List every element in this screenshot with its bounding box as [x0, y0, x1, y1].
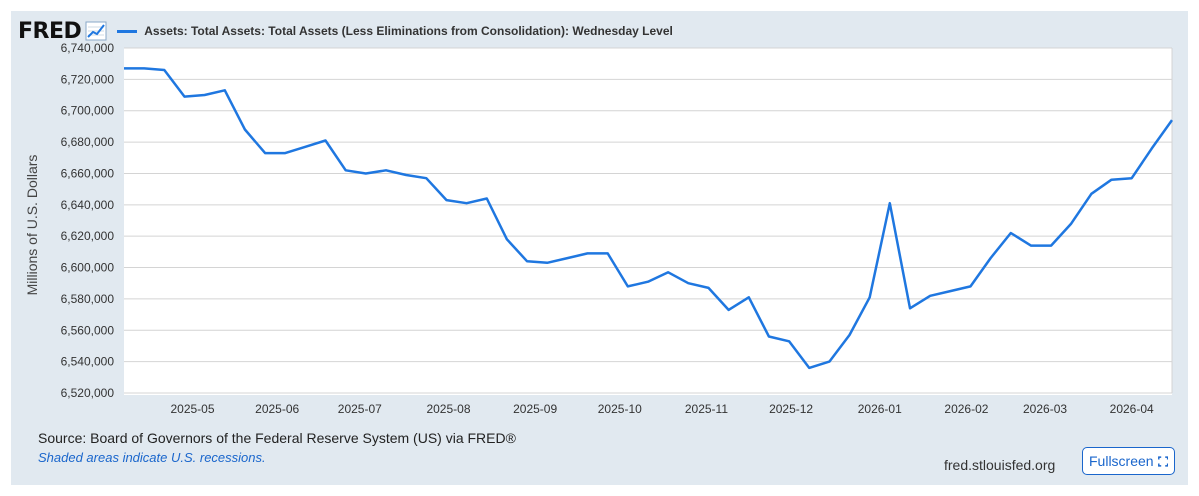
x-tick-label: 2025-09 [513, 402, 557, 416]
y-tick-label: 6,720,000 [61, 72, 115, 86]
x-tick-label: 2026-02 [944, 402, 988, 416]
chart-header: FRED Assets: Total Assets: Total Assets … [18, 18, 673, 44]
y-tick-label: 6,740,000 [61, 41, 115, 55]
y-tick-label: 6,660,000 [61, 166, 115, 180]
y-axis-label: Millions of U.S. Dollars [24, 155, 40, 296]
x-tick-labels: 2025-05 2025-06 2025-07 2025-08 2025-09 2025-… [170, 402, 1154, 416]
recession-note: Shaded areas indicate U.S. recessions. [38, 450, 266, 465]
y-tick-label: 6,560,000 [61, 323, 115, 337]
plot-area [124, 48, 1172, 395]
y-tick-label: 6,600,000 [61, 261, 115, 275]
trend-graph-icon [85, 21, 107, 41]
y-tick-label: 6,580,000 [61, 292, 115, 306]
fred-logo[interactable]: FRED [18, 18, 82, 44]
legend-swatch [117, 29, 138, 33]
fullscreen-label: Fullscreen [1089, 453, 1154, 469]
y-tick-label: 6,620,000 [61, 229, 115, 243]
y-tick-label: 6,520,000 [61, 386, 115, 400]
grid-lines [124, 47, 1173, 394]
y-tick-labels: 6,520,000 6,540,000 6,560,000 6,580,000 6,60… [61, 41, 115, 400]
fullscreen-button[interactable]: Fullscreen [1082, 447, 1175, 475]
x-tick-label: 2025-08 [426, 402, 470, 416]
fullscreen-icon [1157, 455, 1168, 467]
y-tick-label: 6,540,000 [61, 355, 115, 369]
x-tick-label: 2025-10 [598, 402, 642, 416]
x-tick-label: 2025-06 [255, 402, 299, 416]
x-tick-label: 2025-11 [685, 402, 728, 416]
x-tick-label: 2025-12 [769, 402, 813, 416]
source-note: Source: Board of Governors of the Federa… [38, 430, 516, 446]
x-tick-label: 2025-05 [170, 402, 214, 416]
y-tick-label: 6,700,000 [61, 104, 115, 118]
y-tick-label: 6,680,000 [61, 135, 115, 149]
x-tick-label: 2025-07 [338, 402, 382, 416]
y-tick-label: 6,640,000 [61, 198, 115, 212]
x-tick-label: 2026-03 [1023, 402, 1067, 416]
site-url[interactable]: fred.stlouisfed.org [944, 457, 1056, 473]
x-tick-label: 2026-01 [858, 402, 902, 416]
series-line[interactable] [124, 67, 1174, 370]
legend-label[interactable]: Assets: Total Assets: Total Assets (Less… [144, 24, 673, 38]
x-tick-label: 2026-04 [1110, 402, 1154, 416]
